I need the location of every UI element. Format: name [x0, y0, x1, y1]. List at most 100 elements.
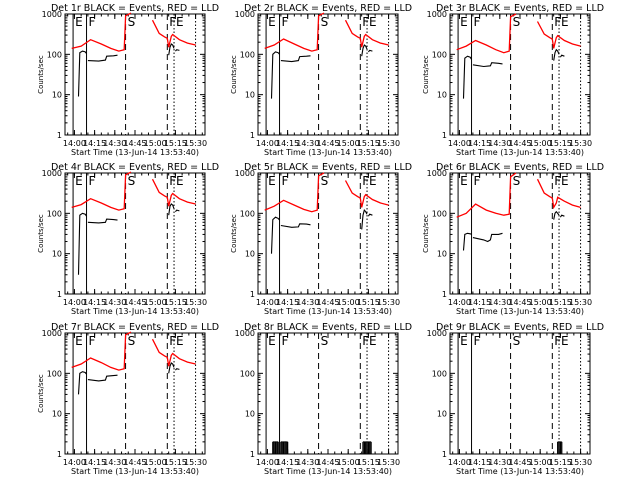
x-tick-label: 15:00 — [337, 458, 360, 467]
lld-series-line — [151, 19, 196, 48]
lld-series-line — [456, 13, 517, 54]
event-marker-label: F — [554, 15, 561, 29]
plot-frame — [64, 13, 206, 136]
event-marker-label: F — [474, 15, 481, 29]
x-tick-label: 14:15 — [83, 298, 106, 307]
x-axis-label: Start Time (13-Jun-14 13:53:40) — [456, 148, 584, 157]
events-series-line — [87, 54, 118, 62]
detector-panel-1: Det 1r BLACK = Events, RED = LLD 1 10 100 10… — [37, 3, 219, 157]
event-marker-label: F — [89, 174, 96, 188]
x-tick-label: 14:00 — [63, 139, 86, 148]
panel-title: Det 5r BLACK = Events, RED = LLD — [244, 162, 412, 173]
panel-title: Det 2r BLACK = Events, RED = LLD — [244, 3, 412, 14]
events-series-line — [553, 48, 560, 61]
events-series-line — [280, 55, 311, 63]
x-tick-label: 15:15 — [549, 139, 572, 148]
event-marker-label: F — [282, 15, 289, 29]
event-marker-label: E — [369, 15, 377, 29]
y-tick-label: 100 — [47, 369, 62, 378]
event-marker-label: F — [169, 15, 176, 29]
panel-title: Det 9r BLACK = Events, RED = LLD — [436, 322, 604, 333]
event-marker-label: F — [169, 334, 176, 348]
y-tick-label: 100 — [240, 369, 255, 378]
x-tick-label: 14:00 — [448, 139, 471, 148]
events-series-line — [77, 371, 87, 395]
x-axis-label: Start Time (13-Jun-14 13:53:40) — [264, 467, 392, 476]
x-tick-label: 15:15 — [164, 139, 187, 148]
x-tick-label: 15:15 — [357, 298, 380, 307]
event-marker-label: S — [513, 15, 521, 29]
x-tick-label: 14:15 — [276, 298, 299, 307]
event-marker-label: F — [89, 334, 96, 348]
y-tick-label: 100 — [432, 50, 447, 59]
event-marker-label: E — [268, 174, 276, 188]
y-tick-label: 1000 — [235, 169, 255, 178]
events-series-line — [462, 232, 472, 251]
x-tick-label: 15:15 — [357, 139, 380, 148]
x-tick-label: 15:15 — [164, 298, 187, 307]
lld-series-line — [151, 178, 196, 207]
plot-frame — [257, 332, 399, 455]
y-tick-label: 1000 — [427, 329, 447, 338]
panel-title: Det 3r BLACK = Events, RED = LLD — [436, 3, 604, 14]
event-marker-label: S — [128, 334, 136, 348]
y-tick-label: 1 — [57, 450, 62, 459]
y-tick-label: 100 — [240, 209, 255, 218]
event-marker-label: E — [176, 174, 184, 188]
detector-panel-2: Det 2r BLACK = Events, RED = LLD 1 10 100 10… — [230, 3, 412, 157]
y-tick-label: 10 — [245, 250, 255, 259]
detector-panel-6: Det 6r BLACK = Events, RED = LLD 1 10 100 10… — [422, 162, 604, 316]
plot-frame — [449, 13, 591, 136]
y-tick-label: 100 — [47, 209, 62, 218]
x-tick-label: 14:45 — [123, 139, 146, 148]
x-tick-label: 14:15 — [276, 139, 299, 148]
event-marker-label: E — [561, 15, 569, 29]
x-tick-label: 14:15 — [468, 458, 491, 467]
lld-series-line — [71, 12, 132, 52]
lld-series-line — [71, 331, 132, 371]
x-tick-label: 14:00 — [256, 298, 279, 307]
y-axis-label: Counts/sec — [37, 55, 45, 94]
x-tick-label: 14:00 — [256, 139, 279, 148]
lld-series-line — [344, 180, 389, 208]
y-tick-label: 10 — [52, 91, 62, 100]
event-marker-label: F — [362, 334, 369, 348]
y-tick-label: 10 — [245, 91, 255, 100]
x-tick-label: 14:30 — [488, 458, 511, 467]
y-axis-label: Counts/sec — [422, 55, 430, 94]
events-series-line — [472, 232, 503, 243]
plot-frame — [449, 332, 591, 455]
events-series-line — [553, 210, 560, 220]
y-tick-label: 10 — [437, 250, 447, 259]
plot-frame — [257, 13, 399, 136]
panel-title: Det 6r BLACK = Events, RED = LLD — [436, 162, 604, 173]
y-tick-label: 1 — [57, 290, 62, 299]
x-tick-label: 15:30 — [184, 298, 207, 307]
x-tick-label: 14:45 — [508, 139, 531, 148]
x-tick-label: 14:00 — [448, 298, 471, 307]
x-tick-label: 15:15 — [357, 458, 380, 467]
y-tick-label: 10 — [52, 410, 62, 419]
x-tick-label: 15:00 — [337, 139, 360, 148]
y-tick-label: 1000 — [427, 10, 447, 19]
x-tick-label: 14:45 — [316, 139, 339, 148]
event-marker-label: E — [75, 334, 83, 348]
lld-series-line — [264, 172, 325, 213]
x-axis-label: Start Time (13-Jun-14 13:53:40) — [71, 467, 199, 476]
x-tick-label: 14:30 — [296, 458, 319, 467]
panel-title: Det 7r BLACK = Events, RED = LLD — [51, 322, 219, 333]
x-tick-label: 14:45 — [508, 298, 531, 307]
event-marker-label: S — [321, 15, 329, 29]
event-marker-label: E — [176, 15, 184, 29]
y-tick-label: 1 — [250, 131, 255, 140]
event-marker-label: E — [460, 334, 468, 348]
x-tick-label: 14:45 — [316, 298, 339, 307]
events-series-line — [174, 49, 180, 52]
x-tick-label: 14:15 — [276, 458, 299, 467]
y-tick-label: 10 — [437, 410, 447, 419]
x-tick-label: 14:00 — [63, 458, 86, 467]
lld-series-line — [536, 21, 581, 49]
x-tick-label: 15:30 — [569, 458, 592, 467]
x-tick-label: 15:30 — [377, 458, 400, 467]
